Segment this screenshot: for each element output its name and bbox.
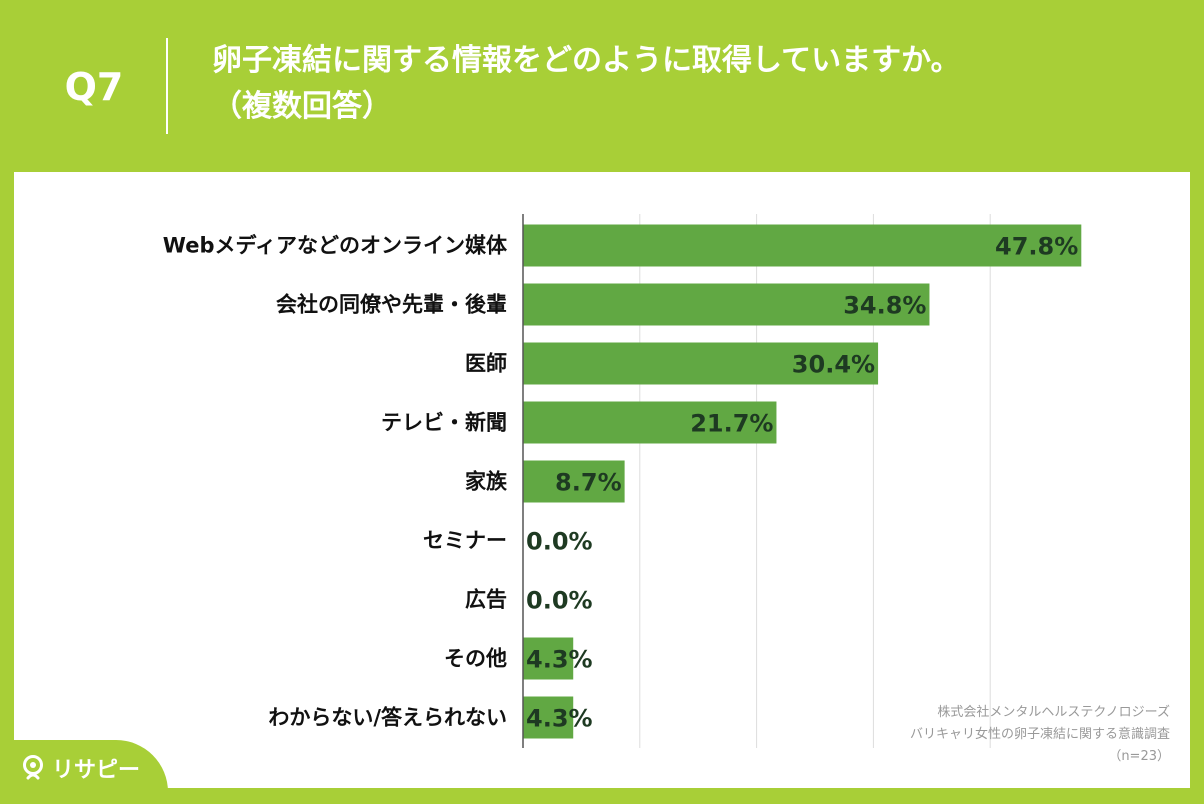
category-label: セミナー xyxy=(423,529,507,553)
category-label: 家族 xyxy=(465,470,508,494)
value-label: 8.7% xyxy=(555,469,622,497)
value-label: 4.3% xyxy=(526,705,593,733)
credit-sample-size: （n=23） xyxy=(910,746,1170,768)
category-label: わからない/答えられない xyxy=(268,706,507,730)
question-title-line2: （複数回答） xyxy=(212,84,1152,130)
value-label: 47.8% xyxy=(995,233,1078,261)
question-title-line1: 卵子凍結に関する情報をどのように取得していますか。 xyxy=(212,38,1152,84)
survey-credit: 株式会社メンタルヘルステクノロジーズ バリキャリ女性の卵子凍結に関する意識調査 … xyxy=(910,702,1170,768)
value-label: 4.3% xyxy=(526,646,593,674)
category-label: 会社の同僚や先輩・後輩 xyxy=(276,293,507,317)
question-title: 卵子凍結に関する情報をどのように取得していますか。 （複数回答） xyxy=(212,38,1152,130)
logo-text: リサピー xyxy=(52,752,140,784)
brand-logo: リサピー xyxy=(20,752,140,784)
question-number: Q7 xyxy=(56,62,132,112)
category-label: テレビ・新聞 xyxy=(381,411,507,435)
value-label: 21.7% xyxy=(690,410,773,438)
pin-icon xyxy=(20,754,46,782)
credit-company: 株式会社メンタルヘルステクノロジーズ xyxy=(910,702,1170,724)
header-divider xyxy=(166,38,168,134)
category-label: 広告 xyxy=(465,588,507,612)
category-label: 医師 xyxy=(465,352,507,376)
value-label: 0.0% xyxy=(526,528,593,556)
bar-chart: Webメディアなどのオンライン媒体 47.8% 会社の同僚や先輩・後輩 34.8% 医師… xyxy=(14,172,1190,788)
value-label: 30.4% xyxy=(792,351,875,379)
chart-panel: Webメディアなどのオンライン媒体 47.8% 会社の同僚や先輩・後輩 34.8% 医師… xyxy=(14,172,1190,788)
value-label: 0.0% xyxy=(526,587,593,615)
credit-survey-name: バリキャリ女性の卵子凍結に関する意識調査 xyxy=(910,724,1170,746)
category-label: Webメディアなどのオンライン媒体 xyxy=(163,234,508,258)
value-label: 34.8% xyxy=(843,292,926,320)
category-label: その他 xyxy=(444,647,507,671)
